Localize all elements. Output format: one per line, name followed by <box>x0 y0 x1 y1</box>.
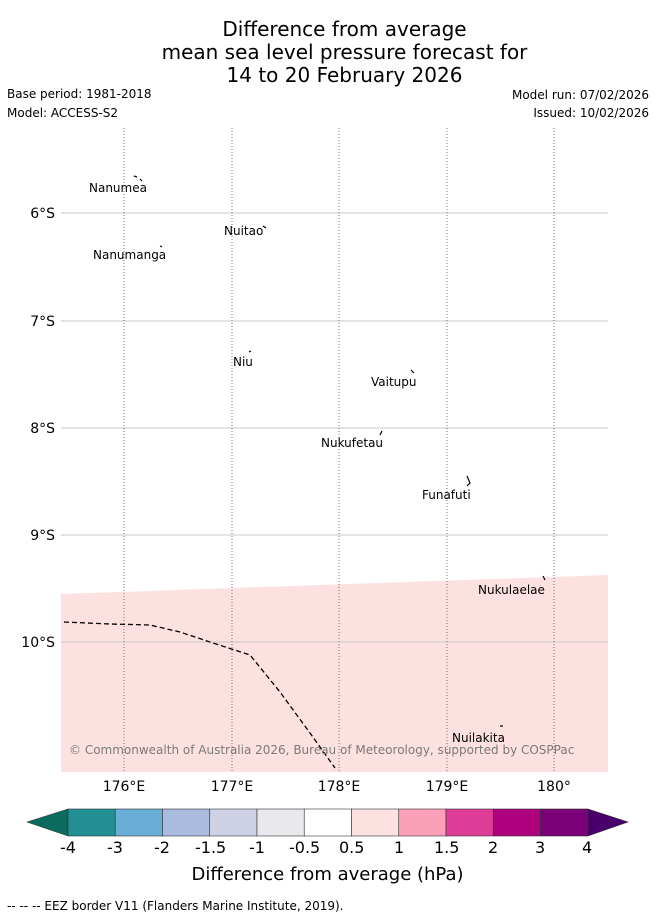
colorbar-extend-low <box>26 808 69 837</box>
colorbar-tick: 4 <box>582 838 593 857</box>
place-nanumea: Nanumea <box>89 181 147 195</box>
lat-label-7s: 7°S <box>30 314 55 330</box>
place-niu: Niu <box>233 355 253 369</box>
eez-footnote: -- -- -- EEZ border V11 (Flanders Marine… <box>7 899 344 913</box>
lat-label-8s: 8°S <box>30 421 55 437</box>
title-line-1: Difference from average <box>222 17 467 41</box>
colorbar-title: Difference from average (hPa) <box>191 864 464 885</box>
model-run-date: Model run: 07/02/2026 <box>511 88 649 102</box>
colorbar-tick: -1.5 <box>195 838 227 857</box>
colorbar-tick: -1 <box>249 838 265 857</box>
copyright-notice: © Commonwealth of Australia 2026, Bureau… <box>69 743 574 757</box>
lat-gridlines <box>61 212 608 643</box>
colorbar-bin-10 <box>492 808 541 837</box>
colorbar-bin-5 <box>256 808 305 837</box>
place-nanumanga: Nanumanga <box>93 248 166 262</box>
place-nukulaelae: Nukulaelae <box>478 583 545 597</box>
place-nuilakita: Nuilakita <box>452 731 505 745</box>
eez-border <box>63 621 336 769</box>
colorbar-tick: -3 <box>107 838 123 857</box>
lon-label-179e: 179°E <box>426 779 469 795</box>
place-nuitao: Nuitao <box>224 224 263 238</box>
title-line-3: 14 to 20 February 2026 <box>226 63 463 87</box>
colorbar-bin-9 <box>445 808 494 837</box>
base-period: Base period: 1981-2018 <box>7 87 152 101</box>
issued-date: Issued: 10/02/2026 <box>533 106 649 120</box>
colorbar-bin-6 <box>303 808 352 837</box>
colorbar <box>26 808 629 837</box>
island-outlines <box>133 175 546 727</box>
lon-label-180: 180° <box>537 779 571 795</box>
place-funafuti: Funafuti <box>422 488 471 502</box>
anomaly-region <box>61 575 608 772</box>
lon-label-176e: 176°E <box>103 779 146 795</box>
colorbar-tick: 2 <box>488 838 499 857</box>
colorbar-bin-2 <box>114 808 163 837</box>
colorbar-bin-3 <box>162 808 211 837</box>
colorbar-tick: 1 <box>394 838 405 857</box>
colorbar-tick: 3 <box>535 838 546 857</box>
colorbar-bin-8 <box>398 808 447 837</box>
colorbar-tick: 0.5 <box>339 838 365 857</box>
lon-label-178e: 178°E <box>318 779 361 795</box>
colorbar-tick: -4 <box>60 838 76 857</box>
lat-label-6s: 6°S <box>30 206 55 222</box>
colorbar-bin-11 <box>540 808 589 837</box>
colorbar-extend-high <box>587 808 629 837</box>
model-name: Model: ACCESS-S2 <box>7 106 119 120</box>
lat-label-10s: 10°S <box>21 635 55 651</box>
colorbar-bin-4 <box>209 808 258 837</box>
colorbar-bin-7 <box>351 808 400 837</box>
place-vaitupu: Vaitupu <box>371 375 417 389</box>
lat-label-9s: 9°S <box>30 528 55 544</box>
title-line-2: mean sea level pressure forecast for <box>161 40 528 64</box>
colorbar-tick: -0.5 <box>289 838 321 857</box>
colorbar-tick: 1.5 <box>434 838 460 857</box>
colorbar-bin-1 <box>67 808 116 837</box>
colorbar-tick: -2 <box>154 838 170 857</box>
lon-label-177e: 177°E <box>211 779 254 795</box>
lon-gridlines <box>123 128 555 772</box>
place-nukufetau: Nukufetau <box>321 436 383 450</box>
